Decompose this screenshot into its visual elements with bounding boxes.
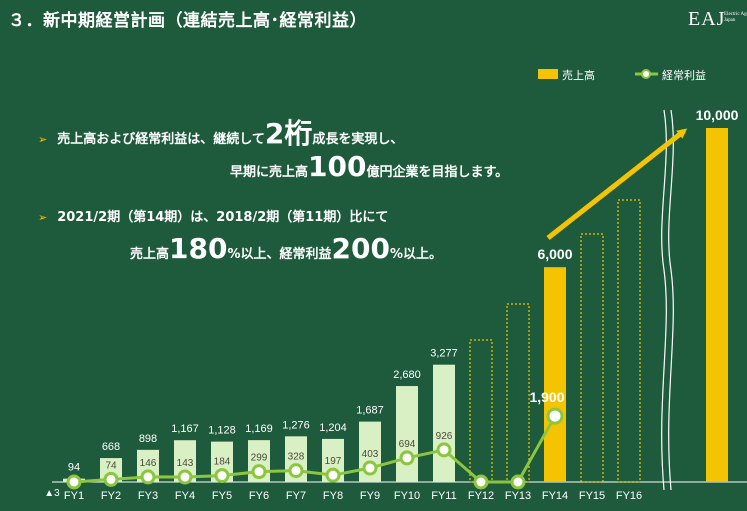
legend-label-sales: 売上高: [562, 68, 595, 82]
logo-subtitle: Electric Agent Japan: [724, 12, 747, 23]
x-tick-label: FY16: [616, 490, 642, 502]
sales-value-label: 1,204: [319, 422, 347, 434]
profit-point: [546, 407, 564, 425]
profit-point: [288, 463, 304, 479]
profit-point: [177, 469, 193, 485]
x-tick-label: FY10: [394, 490, 420, 502]
profit-value-label: 403: [362, 449, 379, 460]
sales-value-label: 668: [102, 441, 120, 453]
legend-label-profit: 経常利益: [662, 68, 706, 82]
profit-point: [251, 464, 267, 480]
profit-point: [214, 468, 230, 484]
legend-swatch-sales: [538, 69, 558, 79]
profit-point: [103, 471, 119, 487]
x-tick-label: FY5: [212, 490, 232, 502]
x-tick-label: FY15: [579, 490, 605, 502]
bullet-1-line-2: 早期に売上高100億円企業を目指します。: [230, 150, 509, 183]
sales-value-label: 1,128: [208, 425, 236, 437]
profit-point: [436, 442, 452, 458]
x-tick-label: FY7: [286, 490, 306, 502]
x-tick-label: FY14: [542, 490, 568, 502]
profit-point: [362, 460, 378, 476]
sales-value-label: 94: [68, 462, 80, 474]
bullet-arrow-icon: ➢: [38, 133, 48, 146]
x-tick-label: FY13: [505, 490, 531, 502]
sales-value-label: 6,000: [537, 246, 572, 262]
profit-value-label: 694: [399, 439, 416, 450]
sales-value-label: 1,169: [245, 423, 273, 435]
x-tick-label: FY2: [101, 490, 121, 502]
bullet-2-line-2: 売上高180%以上、経常利益200%以上。: [130, 232, 442, 265]
profit-point: [140, 469, 156, 485]
bullet-arrow-icon: ➢: [38, 211, 48, 224]
x-tick-label: FY11: [431, 490, 456, 502]
bullet-2: ➢ 2021/2期（第14期）は、2018/2期（第11期）比にて: [38, 210, 389, 225]
profit-value-label: 184: [214, 457, 231, 468]
profit-value-label: 926: [436, 431, 453, 442]
sales-bar: [544, 267, 566, 482]
x-tick-label: FY6: [249, 490, 269, 502]
planned-bar: [617, 199, 641, 483]
sales-value-label: 2,680: [393, 369, 421, 381]
axis-break-line: [661, 109, 667, 491]
profit-point: [399, 450, 415, 466]
profit-value-label: 74: [105, 460, 117, 471]
profit-point: [473, 474, 489, 490]
profit-point: [66, 474, 82, 490]
company-logo: EAJ Electric Agent Japan: [688, 8, 747, 31]
sales-bar: [433, 364, 455, 482]
x-tick-label: FY8: [323, 490, 343, 502]
profit-value-label: 146: [140, 458, 157, 469]
sales-value-label: 1,167: [171, 423, 199, 435]
target-bar: [706, 128, 728, 482]
x-tick-label: FY1: [64, 490, 84, 502]
planned-bar: [469, 339, 493, 483]
x-tick-label: FY12: [468, 490, 494, 502]
legend-marker-profit: [641, 69, 651, 79]
profit-value-label: 143: [177, 458, 194, 469]
planned-bar: [506, 303, 530, 483]
profit-value-label: 197: [325, 456, 342, 467]
growth-arrow: [546, 128, 688, 240]
sales-value-label: 898: [139, 433, 157, 445]
logo-mark: EAJ: [688, 8, 726, 30]
profit-point: [510, 474, 526, 490]
sales-bar: [174, 440, 196, 482]
bullet-1: ➢ 売上高および経常利益は、継続して2桁成長を実現し、: [38, 117, 404, 150]
profit-value-label: 299: [251, 453, 268, 464]
page-title: ３．新中期経営計画（連結売上高･経常利益）: [8, 11, 367, 31]
x-tick-label: FY4: [175, 490, 195, 502]
profit-point: [325, 467, 341, 483]
sales-value-label: 3,277: [430, 348, 458, 360]
target-value-label: 10,000: [696, 107, 739, 123]
x-tick-label: FY3: [138, 490, 158, 502]
profit-value-label: ▲3: [44, 488, 60, 499]
axis-break-line: [668, 109, 674, 491]
sales-bar: [396, 386, 418, 482]
sales-value-label: 1,276: [282, 419, 310, 431]
profit-value-label: 1,900: [529, 389, 564, 405]
planned-bar: [580, 233, 604, 483]
profit-value-label: 328: [288, 452, 305, 463]
x-tick-label: FY9: [360, 490, 380, 502]
sales-value-label: 1,687: [356, 405, 384, 417]
